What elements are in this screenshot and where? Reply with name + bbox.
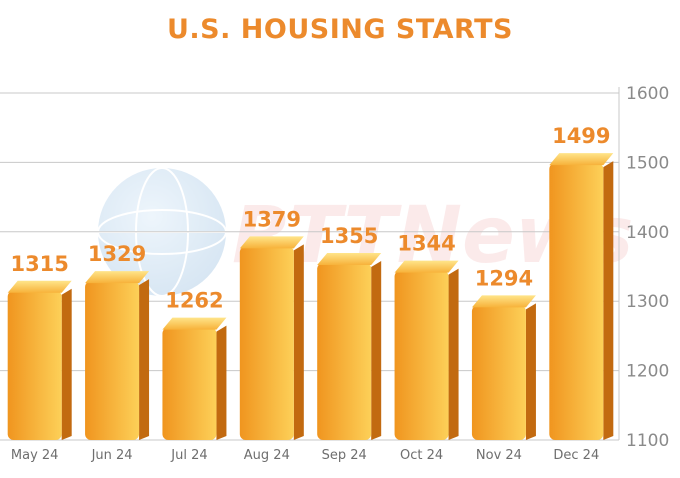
y-tick-label: 1600	[626, 84, 669, 104]
bar	[162, 317, 227, 440]
bar	[239, 236, 304, 440]
value-label: 1355	[320, 224, 378, 248]
y-tick-label: 1400	[626, 223, 669, 243]
x-category-label: May 24	[11, 448, 59, 463]
bar-front	[85, 281, 140, 440]
chart-title: U.S. HOUSING STARTS	[166, 14, 513, 45]
bar-top	[85, 271, 150, 284]
bar-side	[293, 244, 304, 440]
bar-side	[216, 325, 227, 440]
value-label: 1344	[397, 232, 455, 256]
bar-top	[239, 236, 304, 249]
y-tick-label: 1500	[626, 153, 669, 173]
x-category-label: Jul 24	[170, 448, 207, 463]
bar-side	[61, 288, 72, 440]
y-tick-label: 1200	[626, 362, 669, 382]
bar-side	[603, 161, 614, 440]
bar	[549, 153, 614, 440]
bar-front	[394, 270, 449, 440]
x-category-label: Nov 24	[476, 448, 522, 463]
x-category-label: Aug 24	[244, 448, 290, 463]
bar-side	[448, 268, 459, 440]
bar-top	[471, 295, 536, 308]
bar-side	[139, 279, 150, 440]
x-category-label: Sep 24	[322, 448, 367, 463]
bar	[471, 295, 536, 440]
value-label: 1379	[243, 207, 301, 231]
bar	[394, 260, 459, 440]
bar-front	[317, 263, 372, 440]
y-tick-label: 1300	[626, 292, 669, 312]
value-label: 1499	[552, 124, 610, 148]
bar-top	[162, 317, 227, 330]
bar	[85, 271, 150, 440]
x-category-label: Oct 24	[400, 448, 443, 463]
value-label: 1262	[165, 289, 223, 313]
value-label: 1294	[475, 266, 533, 290]
value-label: 1315	[10, 252, 68, 276]
x-category-label: Jun 24	[91, 448, 133, 463]
y-tick-label: 1100	[626, 431, 669, 451]
bar-top	[317, 253, 382, 266]
x-category-label: Dec 24	[553, 448, 599, 463]
category-labels: 1315 May 24 1329 Jun 24 1262 Jul 24 1379 Aug 24…	[10, 124, 610, 463]
bar-top	[7, 280, 72, 293]
bar-side	[371, 261, 382, 440]
bars	[7, 153, 614, 440]
bar-front	[7, 290, 62, 440]
bar-front	[239, 246, 294, 440]
bar	[317, 253, 382, 440]
value-label: 1329	[88, 242, 146, 266]
bar-front	[549, 163, 604, 440]
y-axis: 1100 1200 1300 1400 1500 1600	[618, 84, 669, 451]
bar-top	[549, 153, 614, 166]
bar-side	[525, 303, 536, 440]
bar	[7, 280, 72, 440]
bar-front	[471, 305, 526, 440]
bar-front	[162, 327, 217, 440]
bar-top	[394, 260, 459, 273]
